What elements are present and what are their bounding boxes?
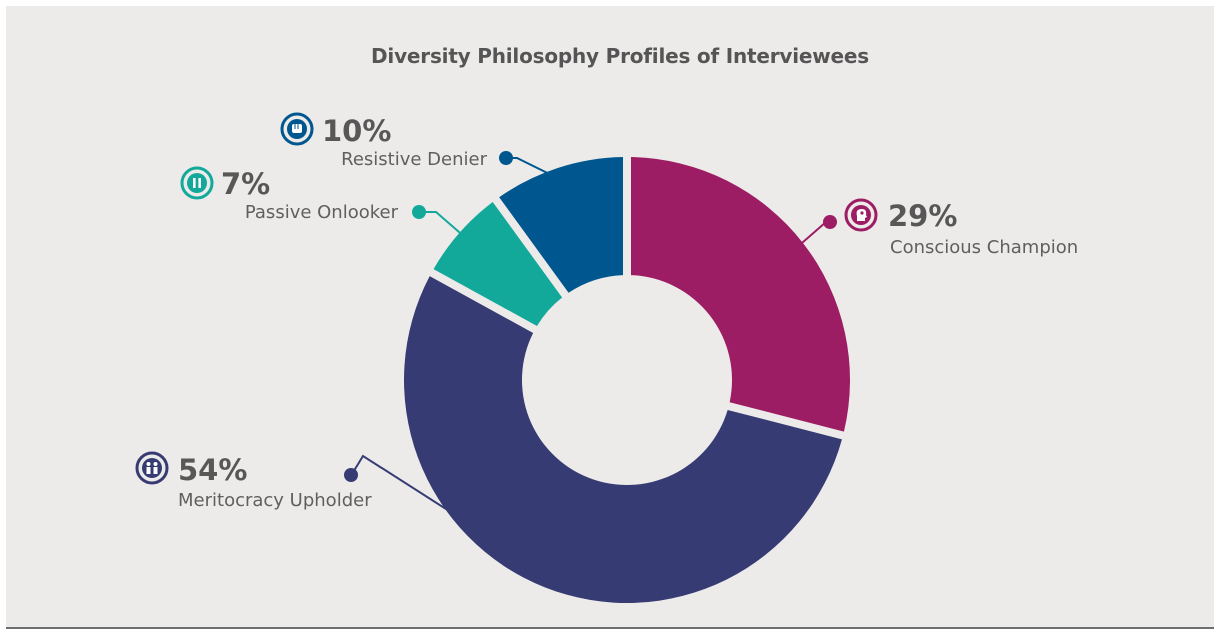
slice-percent-conscious-champion: 29% — [888, 199, 957, 233]
slice-callouts: 29% Conscious Champion 54% Meritocracy Upho… — [135, 112, 1078, 577]
slice-passive-onlooker — [433, 201, 563, 326]
head-bulb-icon — [844, 198, 878, 232]
slice-label-meritocracy-upholder: Meritocracy Upholder — [178, 490, 372, 511]
leader-line-resistive-denier — [506, 157, 563, 182]
pause-icon — [180, 166, 214, 200]
slice-percent-passive-onlooker: 7% — [221, 167, 270, 201]
donut-slices — [404, 157, 850, 603]
slice-percent-meritocracy-upholder: 54% — [178, 453, 247, 487]
slice-meritocracy-upholder — [404, 276, 842, 603]
fist-icon — [280, 112, 314, 146]
leader-dot-resistive-denier — [499, 151, 513, 165]
slice-label-resistive-denier: Resistive Denier — [341, 149, 487, 170]
people-icon — [135, 451, 169, 485]
chart-title: Diversity Philosophy Profiles of Intervi… — [371, 44, 869, 68]
slice-percent-resistive-denier: 10% — [322, 114, 391, 148]
slice-label-passive-onlooker: Passive Onlooker — [245, 202, 399, 223]
slice-conscious-champion — [630, 157, 850, 432]
leader-dot-meritocracy-upholder — [344, 468, 358, 482]
leader-dot-passive-onlooker — [412, 205, 426, 219]
slice-label-conscious-champion: Conscious Champion — [890, 237, 1078, 258]
slice-resistive-denier — [499, 157, 624, 293]
leader-dot-conscious-champion — [823, 215, 837, 229]
